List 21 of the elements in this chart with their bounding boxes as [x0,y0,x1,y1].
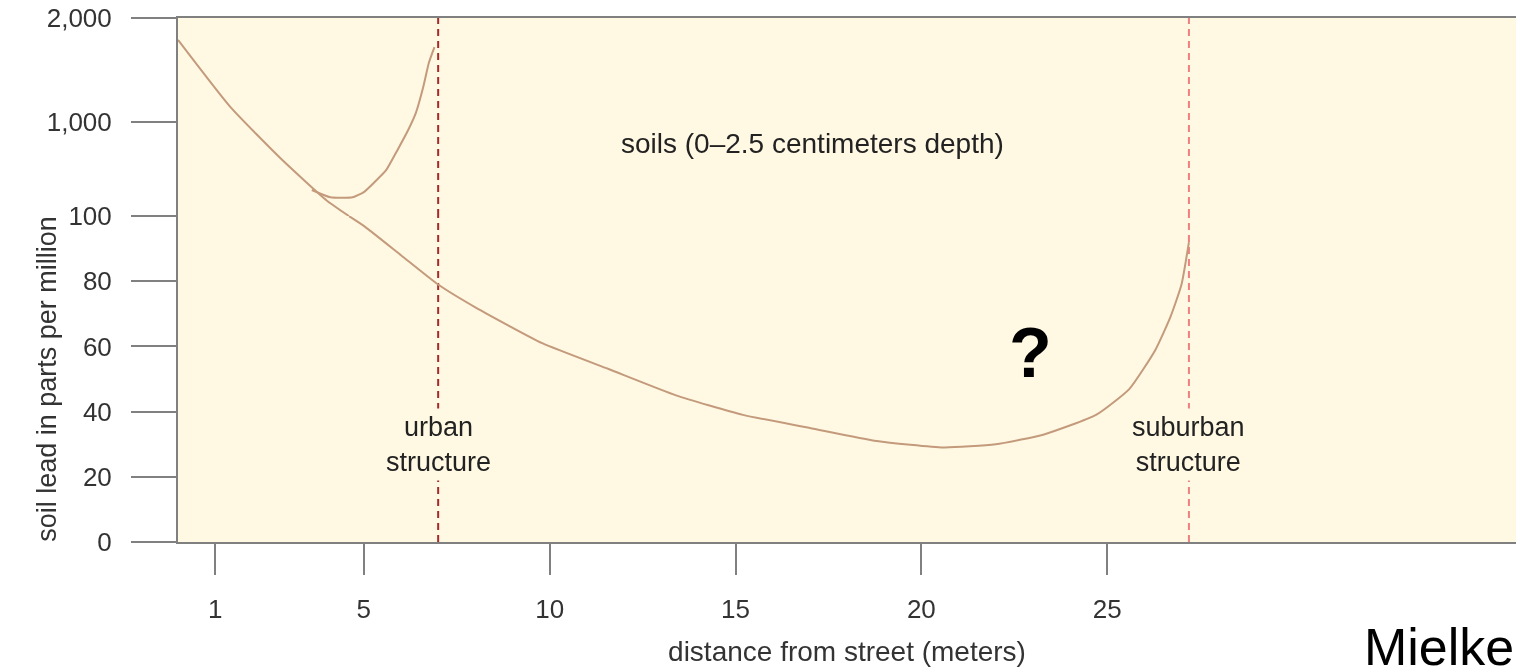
y-tick-label: 0 [97,527,112,558]
annotation: ? [1009,314,1052,392]
annotation: soils (0–2.5 centimeters depth) [621,128,1004,159]
y-tick-label: 20 [82,461,112,492]
text: Mielke [1364,618,1515,667]
y-axis-title: soil lead in parts per million [31,216,62,542]
y-tick-label: 2,000 [46,3,112,34]
x-tick-label: 25 [1092,594,1122,625]
ref-line-label: urban structure [386,412,492,478]
x-axis-title: distance from street (meters) [668,635,1026,667]
y-tick-label: 100 [68,201,112,232]
x-tick-label: 20 [906,594,936,625]
y-tick-label: 60 [82,331,112,362]
x-tick-label: 1 [207,594,223,625]
y-tick-label: 40 [82,396,112,427]
y-tick-label: 1,000 [46,107,112,138]
x-tick-label: 5 [356,594,372,625]
x-tick-label: 10 [535,594,565,625]
y-tick-label: 80 [82,266,112,297]
x-tick-label: 15 [721,594,750,625]
ref-line-label: suburban structure [1132,412,1245,478]
